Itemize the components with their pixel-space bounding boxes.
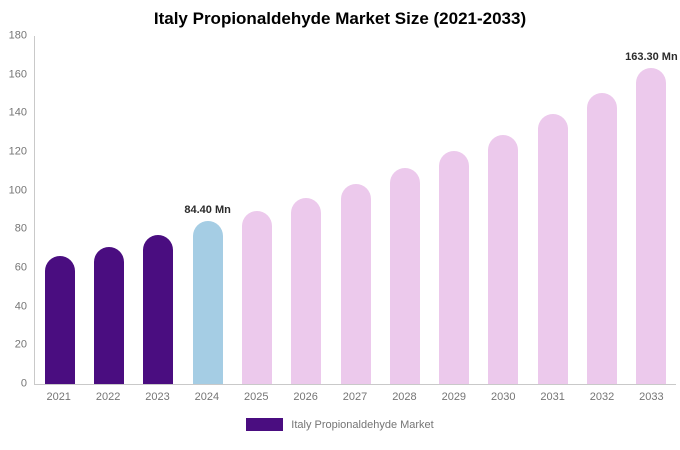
y-tick-label: 180 (8, 29, 27, 42)
bar (44, 256, 75, 384)
y-tick-label: 0 (20, 377, 27, 390)
y-tick-label: 120 (8, 145, 27, 158)
x-tick-label: 2031 (540, 391, 565, 403)
bar (241, 210, 272, 384)
y-tick-label: 140 (8, 106, 27, 119)
bar (291, 198, 322, 384)
bar-group (479, 36, 528, 384)
x-tick-label: 2032 (589, 391, 615, 403)
bar-value-label: 163.30 Mn (625, 51, 678, 64)
x-tick-label: 2022 (95, 391, 121, 403)
plot-area: 84.40 Mn 163.30 Mn (34, 36, 678, 385)
x-tick-label: 2025 (244, 391, 269, 403)
x-tick-label: 2029 (441, 391, 467, 403)
x-tick-label: 2033 (639, 391, 664, 403)
bar-group (380, 36, 429, 384)
y-tick-label: 100 (8, 184, 27, 197)
y-tick-label: 40 (14, 300, 27, 313)
bar (192, 220, 223, 384)
bar-group (134, 36, 183, 384)
bar (143, 235, 174, 384)
x-tick-label: 2027 (342, 391, 368, 403)
y-tick-label: 80 (14, 222, 27, 235)
bar (537, 114, 568, 384)
legend-swatch (246, 418, 284, 431)
x-tick-label: 2023 (145, 391, 170, 403)
bar (488, 134, 519, 384)
chart-area: 0 20 40 60 80 100 120 140 160 180 84.40 Mn 163.30 … (0, 30, 678, 403)
bar-group: 163.30 Mn (625, 36, 678, 384)
x-tick-label: 2028 (392, 391, 417, 403)
bar (389, 168, 420, 384)
bar-group: 84.40 Mn (183, 36, 232, 384)
bar-group (331, 36, 380, 384)
bar (340, 183, 371, 384)
legend-label: Italy Propionaldehyde Market (291, 418, 434, 431)
x-tick-label: 2024 (194, 391, 220, 403)
chart-title: Italy Propionaldehyde Market Size (2021-… (153, 9, 527, 28)
y-tick-label: 20 (14, 338, 27, 351)
bar-group (232, 36, 281, 384)
bar (93, 246, 124, 384)
bar (439, 151, 470, 384)
bar-group (84, 36, 133, 384)
y-tick-label: 160 (8, 68, 27, 81)
y-tick-label: 60 (14, 261, 27, 274)
x-axis: 2021 2022 2023 2024 2025 2026 2027 2028 2029 2030… (34, 391, 676, 403)
x-tick-label: 2021 (46, 391, 71, 403)
bar-group (282, 36, 331, 384)
y-axis: 0 20 40 60 80 100 120 140 160 180 (0, 30, 34, 389)
x-tick-label: 2026 (293, 391, 318, 403)
bar-group (430, 36, 479, 384)
legend: Italy Propionaldehyde Market (0, 418, 680, 431)
bar-group (577, 36, 626, 384)
bar-group (528, 36, 577, 384)
bar-group (35, 36, 84, 384)
x-tick-label: 2030 (490, 391, 516, 403)
bar-value-label: 84.40 Mn (184, 203, 231, 216)
bar (636, 68, 667, 384)
bar (587, 93, 618, 384)
